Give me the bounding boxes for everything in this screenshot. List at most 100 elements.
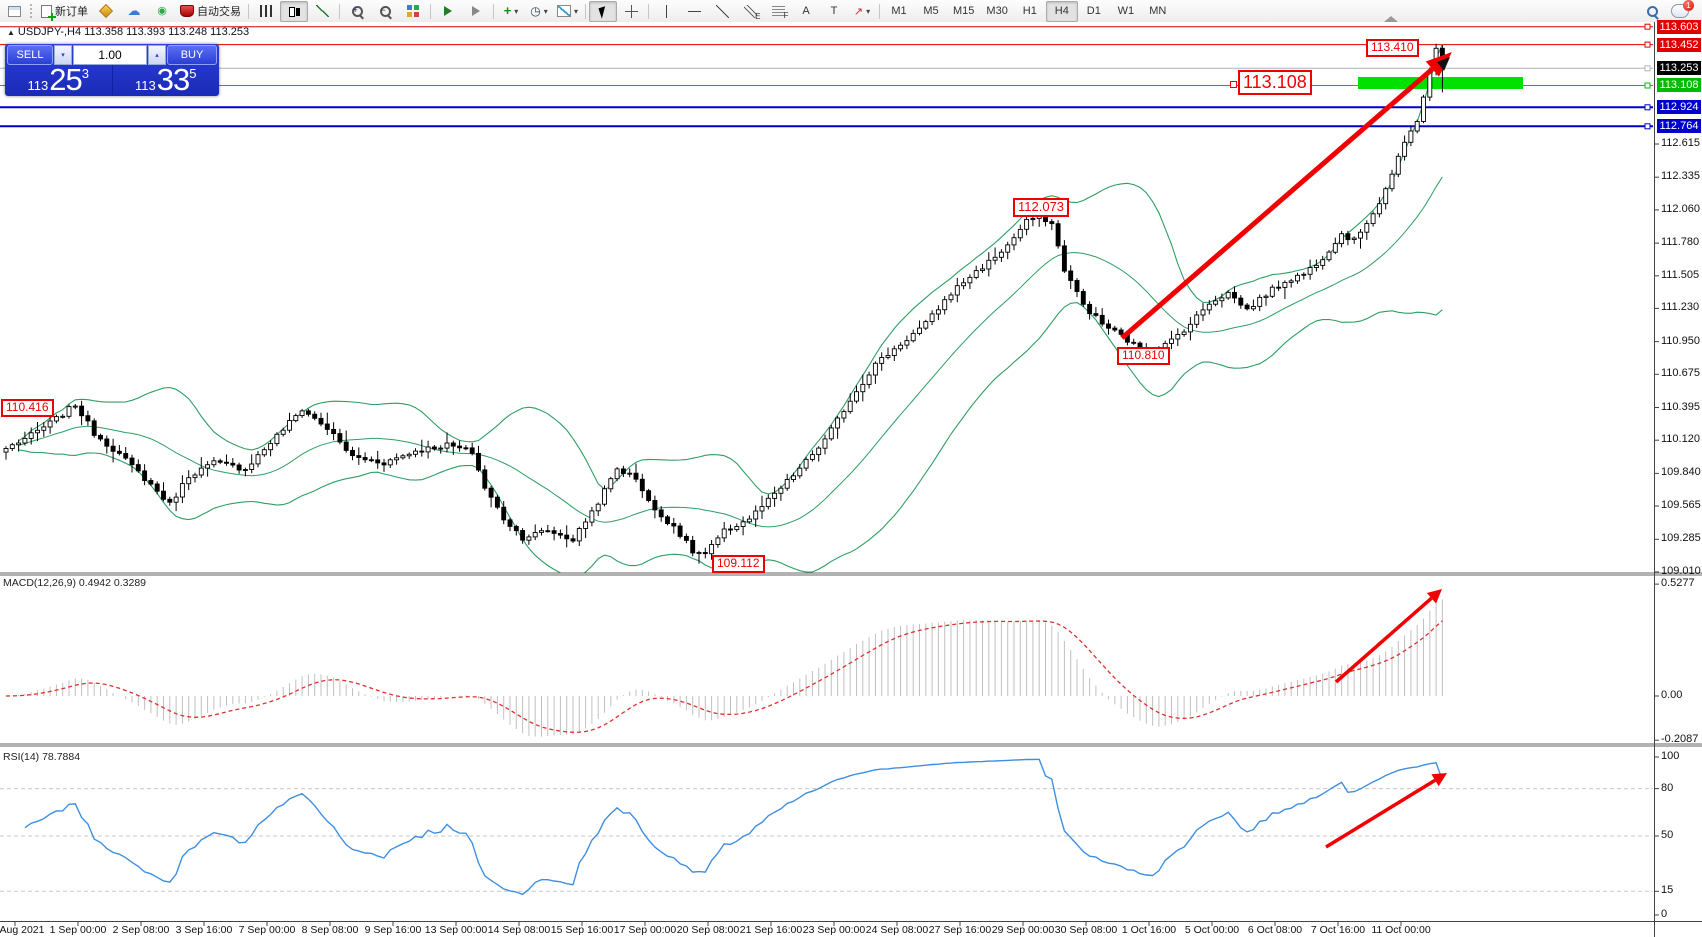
search-icon xyxy=(1646,5,1659,18)
one-click-panel: SELL ▾ 1.00 ▴ BUY 113 25 3 113 33 5 xyxy=(5,44,219,96)
price-tick: 112.060 xyxy=(1661,202,1700,215)
signals-button[interactable]: ◉ xyxy=(148,1,176,22)
indicators-icon: + xyxy=(503,3,512,18)
chart-shift-button[interactable] xyxy=(462,1,490,22)
chart-shift-icon xyxy=(472,6,480,16)
macd-tick: -0.2087 xyxy=(1661,733,1699,746)
timeframe-w1[interactable]: W1 xyxy=(1117,5,1135,17)
templates-button[interactable]: ▾ xyxy=(553,1,582,22)
rsi-label: RSI(14) 78.7884 xyxy=(3,751,81,763)
sell-price[interactable]: 113 25 3 xyxy=(5,62,113,97)
macd-label: MACD(12,26,9) 0.4942 0.3289 xyxy=(3,577,147,589)
channel-icon: E xyxy=(743,4,761,21)
vertical-line-button[interactable] xyxy=(652,1,680,22)
chevron-down-icon: ▾ xyxy=(866,6,871,16)
price-tick: 111.230 xyxy=(1661,301,1700,314)
separator xyxy=(248,3,249,19)
channel-button[interactable]: E xyxy=(736,1,764,22)
autotrading-button[interactable]: 自动交易 xyxy=(176,1,245,22)
time-tick: 1 Sep 00:00 xyxy=(49,924,107,936)
buy-price[interactable]: 113 33 5 xyxy=(113,64,220,95)
timeframe-m5[interactable]: M5 xyxy=(923,5,939,17)
separator xyxy=(585,3,587,19)
community-button[interactable]: ☁ xyxy=(120,1,148,22)
volume-input[interactable]: 1.00 xyxy=(73,45,147,65)
timeframe-mn[interactable]: MN xyxy=(1149,5,1167,17)
vertical-line-icon xyxy=(659,4,673,18)
timeframe-d1[interactable]: D1 xyxy=(1086,5,1101,17)
time-tick: 7 Oct 16:00 xyxy=(1310,924,1366,936)
auto-scroll-button[interactable] xyxy=(434,1,462,22)
price-tag-113.108: 113.108 xyxy=(1657,78,1701,93)
time-tick: 3 Sep 16:00 xyxy=(175,924,233,936)
crosshair-icon xyxy=(624,4,638,18)
time-tick: 7 Sep 00:00 xyxy=(238,924,296,936)
price-tag-112.764: 112.764 xyxy=(1657,119,1701,134)
zoom-in-button[interactable]: + xyxy=(343,1,371,22)
sell-price-pips: 25 xyxy=(49,62,82,97)
line-chart-icon xyxy=(315,5,329,17)
rsi-tick: 100 xyxy=(1661,750,1680,762)
line-chart-button[interactable] xyxy=(308,1,336,22)
cursor-button[interactable] xyxy=(589,0,618,22)
time-tick: 8 Sep 08:00 xyxy=(301,924,359,936)
price-annotation-110.416[interactable]: 110.416 xyxy=(1,399,54,417)
separator xyxy=(648,3,650,19)
time-tick: 30 Aug 2021 xyxy=(0,924,45,936)
horizontal-line-button[interactable] xyxy=(680,1,708,22)
fibonacci-button[interactable]: F xyxy=(764,1,792,22)
chart-title: ▲ USDJPY-,H4 113.358 113.393 113.248 113.… xyxy=(7,26,249,38)
window-button[interactable] xyxy=(0,1,28,22)
timeframe-h4[interactable]: H4 xyxy=(1045,0,1078,22)
price-annotation-110.810[interactable]: 110.810 xyxy=(1117,347,1170,365)
price-annotation-113.108[interactable]: 113.108 xyxy=(1238,70,1312,95)
buy-button[interactable]: BUY xyxy=(167,45,217,65)
trendline-button[interactable] xyxy=(708,1,736,22)
time-tick: 23 Sep 00:00 xyxy=(802,924,866,936)
price-annotation-109.112[interactable]: 109.112 xyxy=(712,555,765,573)
volume-decrease-button[interactable]: ▾ xyxy=(54,45,72,65)
separator xyxy=(430,3,431,19)
price-annotation-112.073[interactable]: 112.073 xyxy=(1013,198,1070,217)
periods-button[interactable]: ◷ ▾ xyxy=(525,1,553,22)
price-tick: 111.505 xyxy=(1661,268,1700,281)
price-tick: 109.565 xyxy=(1661,499,1701,512)
rsi-tick: 50 xyxy=(1661,829,1674,841)
candlestick-chart-button[interactable] xyxy=(280,0,308,22)
autotrading-icon xyxy=(180,5,194,17)
tile-windows-button[interactable] xyxy=(399,1,427,22)
notifications-button[interactable]: 1 xyxy=(1666,0,1694,22)
time-tick: 1 Oct 16:00 xyxy=(1121,924,1177,936)
text-label-icon: T xyxy=(830,5,838,17)
sell-button[interactable]: SELL xyxy=(7,45,53,65)
arrows-button[interactable]: ↗ ▾ xyxy=(848,1,876,22)
new-order-button[interactable]: 新订单 xyxy=(37,1,92,22)
bar-chart-icon xyxy=(260,5,272,17)
timeframe-m1[interactable]: M1 xyxy=(891,5,907,17)
bar-chart-button[interactable] xyxy=(252,1,280,22)
sell-price-point: 3 xyxy=(81,66,89,81)
timeframe-h1[interactable]: H1 xyxy=(1022,5,1037,17)
indicators-button[interactable]: + ▾ xyxy=(497,1,525,22)
annotation-anchor xyxy=(1230,81,1237,88)
price-tick: 110.120 xyxy=(1661,433,1700,446)
volume-increase-button[interactable]: ▴ xyxy=(148,45,166,65)
time-tick: 20 Sep 08:00 xyxy=(676,924,740,936)
zoom-in-icon: + xyxy=(351,5,364,18)
price-tick: 111.780 xyxy=(1661,236,1700,249)
text-label-button[interactable]: T xyxy=(820,1,848,22)
price-tick: 110.950 xyxy=(1661,334,1700,347)
price-annotation-113.410[interactable]: 113.410 xyxy=(1366,39,1419,57)
time-tick: 9 Sep 16:00 xyxy=(364,924,422,936)
text-button[interactable]: A xyxy=(792,1,820,22)
timeframe-m30[interactable]: M30 xyxy=(986,5,1008,17)
cloud-icon: ☁ xyxy=(127,3,141,18)
zoom-out-button[interactable]: − xyxy=(371,1,399,22)
channel-sub-glyph: E xyxy=(755,11,761,21)
crosshair-button[interactable] xyxy=(617,1,645,22)
search-button[interactable] xyxy=(1638,1,1666,22)
timeframe-m15[interactable]: M15 xyxy=(953,5,975,17)
time-tick: 21 Sep 16:00 xyxy=(739,924,803,936)
